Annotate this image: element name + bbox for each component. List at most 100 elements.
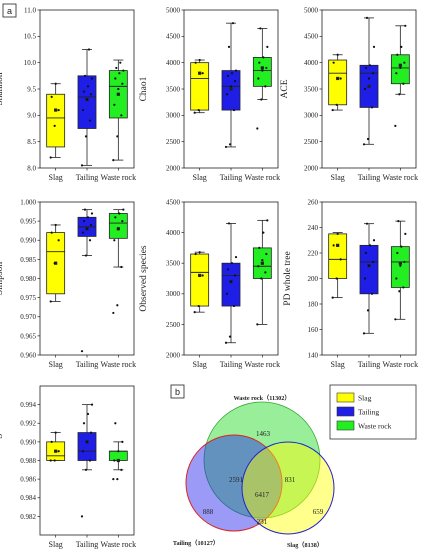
pd-whole-tree-slag-point	[331, 296, 334, 299]
pd-whole-tree-waste-rock-point	[403, 260, 406, 264]
simpson-waste-rock-point	[114, 216, 117, 219]
shannon-waste-rock-point	[122, 69, 125, 72]
pd-whole-tree-waste-rock-point	[399, 264, 402, 267]
ace-tailing-point	[372, 45, 376, 48]
shannon-waste-rock-point	[118, 72, 121, 75]
shannon-waste-rock-point	[120, 114, 123, 117]
observed-species-tailing-point	[229, 280, 233, 283]
observed-species-ytick-label: 4000	[166, 229, 181, 237]
shannon-tailing-point	[87, 48, 91, 51]
legend-item-waste-rock: Waste rock	[336, 420, 392, 431]
goods-coverage-waste-rock-point	[114, 422, 117, 425]
shannon-slag-point	[57, 108, 60, 112]
ace-ytick-label: 4500	[304, 33, 319, 41]
ace-tailing-point	[365, 16, 369, 19]
ace-tailing-point	[363, 87, 367, 91]
venn-value-tailing-only: 888	[203, 508, 214, 516]
chao1-waste-rock-point	[262, 56, 265, 59]
observed-species-category-label-tailing: Tailing	[220, 360, 243, 369]
pd-whole-tree-chart: 140 160 180 200 220 240 260 PD whole tree Slag Ta…	[283, 198, 418, 369]
simpson-slag-point	[54, 223, 57, 227]
pd-whole-tree-ytick-label: 260	[308, 198, 319, 206]
observed-species-tailing-point	[234, 255, 238, 259]
venn-value-tailing-slag: 231	[257, 518, 268, 526]
goods-coverage-slag-point	[57, 450, 60, 453]
chao1-chart: 2000 2500 3000 3500 4000 4500 5000 Chao1 Slag Tai…	[139, 6, 280, 182]
chao1-ytick-label: 4000	[166, 59, 181, 67]
pd-whole-tree-y-axis-label: PD whole tree	[283, 251, 293, 305]
simpson-tailing-point	[82, 220, 86, 223]
shannon-category-label-waste-rock: Waste rock	[101, 173, 137, 182]
observed-species-ytick-label: 3000	[166, 290, 181, 298]
goods-coverage-category-label-tailing: Tailing	[76, 540, 99, 549]
shannon-slag-box	[46, 93, 66, 148]
venn-label-tailing: Tailing（10127）	[173, 539, 219, 547]
chao1-ytick-label: 5000	[166, 6, 181, 14]
simpson-tailing-point	[83, 208, 87, 211]
ace-tailing-point	[364, 66, 368, 70]
goods-coverage-waste-rock-point	[112, 478, 115, 481]
pd-whole-tree-ytick-label: 140	[308, 351, 319, 359]
goods-coverage-ytick-label: 0.982	[20, 513, 36, 521]
pd-whole-tree-tailing-point	[368, 244, 372, 247]
chao1-category-label-tailing: Tailing	[220, 173, 243, 182]
goods-coverage-slag-point	[54, 431, 57, 434]
simpson-waste-rock-point	[116, 304, 119, 307]
goods-coverage-waste-rock-point	[116, 478, 119, 481]
legend-item-slag: Slag	[336, 392, 372, 403]
chao1-waste-rock-point	[264, 85, 267, 88]
legend-label-waste-rock: Waste rock	[358, 422, 392, 431]
pd-whole-tree-waste-rock-point	[404, 232, 407, 235]
pd-whole-tree-tailing-point	[366, 309, 370, 312]
observed-species-ytick-label: 3500	[166, 260, 181, 268]
pd-whole-tree-ytick-label: 240	[308, 224, 319, 232]
shannon-tailing-point	[80, 164, 84, 167]
ace-tailing-point	[370, 106, 374, 109]
observed-species-slag-box	[190, 253, 210, 307]
simpson-slag-point	[53, 262, 56, 265]
chao1-waste-rock-point	[261, 69, 264, 72]
goods-coverage-waste-rock-point	[113, 459, 116, 462]
venn-label-slag: Slag（8138）	[287, 541, 323, 549]
chao1-waste-rock-point	[256, 127, 259, 130]
ace-tailing-point	[362, 143, 366, 146]
shannon-ytick-label: 8.0	[27, 164, 36, 172]
observed-species-tailing-box	[221, 262, 241, 307]
simpson-tailing-point	[86, 216, 90, 219]
chao1-tailing-point	[234, 69, 238, 72]
pd-whole-tree-ytick-label: 200	[308, 275, 319, 283]
shannon-waste-rock-mean	[116, 92, 120, 96]
chao1-tailing-point	[225, 93, 229, 96]
pd-whole-tree-tailing-point	[365, 222, 369, 225]
venn-value-waste-slag: 831	[285, 476, 296, 484]
venn-circle-tailing	[185, 434, 283, 532]
observed-species-waste-rock-point	[262, 231, 265, 234]
venn-value-slag-only: 659	[313, 508, 324, 516]
shannon-tailing-point	[84, 135, 88, 138]
goods-coverage-tailing-point	[89, 431, 93, 434]
chao1-tailing-point	[226, 74, 230, 77]
goods-coverage-waste-rock-point	[121, 440, 124, 443]
shannon-tailing-point	[85, 98, 89, 101]
ace-category-label-slag: Slag	[331, 173, 345, 182]
chao1-tailing-mean	[229, 87, 233, 91]
shannon-chart: 8.0 8.5 9.0 9.5 10.0 10.5 11.0 Shannon Slag Taili…	[0, 6, 136, 182]
chao1-tailing-point	[229, 85, 233, 88]
goods-coverage-tailing-point	[84, 468, 88, 471]
observed-species-tailing-point	[230, 262, 234, 265]
observed-species-ytick-label: 2500	[166, 321, 181, 329]
pd-whole-tree-tailing-point	[370, 292, 374, 295]
simpson-ytick-label: 0.960	[20, 351, 36, 359]
legend: Slag Tailing Waste rock	[329, 384, 417, 440]
venn-value-all: 6417	[255, 491, 270, 499]
shannon-slag-point	[54, 82, 57, 85]
venn-circle-waste-rock	[203, 401, 321, 519]
venn-label-waste-rock: Waste rock（11302）	[233, 394, 290, 402]
ace-waste-rock-point	[400, 45, 403, 48]
shannon-slag-point	[50, 95, 53, 98]
ace-slag-point	[335, 103, 338, 106]
chao1-ytick-label: 3500	[166, 85, 181, 93]
observed-species-tailing-point	[232, 304, 236, 308]
pd-whole-tree-waste-rock-mean	[398, 261, 402, 265]
simpson-category-label-waste-rock: Waste rock	[101, 360, 137, 369]
